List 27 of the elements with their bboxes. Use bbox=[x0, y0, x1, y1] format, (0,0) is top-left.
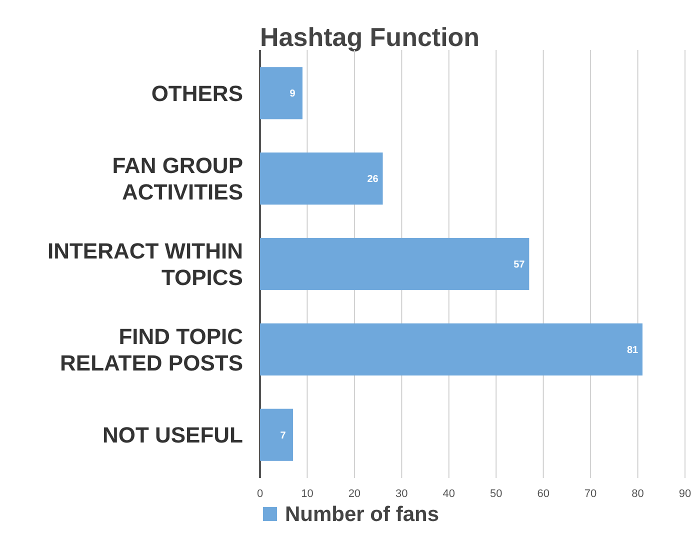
y-tick-label: NOT USEFUL bbox=[102, 422, 243, 448]
bar bbox=[260, 152, 383, 205]
bar bbox=[260, 323, 642, 376]
legend-label: Number of fans bbox=[285, 503, 440, 526]
bar bbox=[260, 408, 294, 461]
x-tick-label: 20 bbox=[348, 488, 361, 500]
data-label: 26 bbox=[367, 174, 379, 186]
x-tick-label: 50 bbox=[490, 488, 502, 500]
data-label: 57 bbox=[514, 260, 526, 270]
x-tick-label: 30 bbox=[396, 488, 408, 500]
x-tick-label: 40 bbox=[442, 488, 456, 500]
data-label: 9 bbox=[290, 88, 296, 100]
bar bbox=[260, 238, 530, 290]
x-tick-label: 0 bbox=[256, 488, 264, 500]
x-tick-label: 10 bbox=[301, 488, 314, 500]
x-tick-label: 60 bbox=[537, 488, 550, 500]
x-tick-label: 70 bbox=[584, 488, 597, 500]
x-tick-label: 80 bbox=[632, 488, 644, 500]
bar bbox=[260, 67, 302, 120]
chart-title: Hashtag Function bbox=[260, 22, 480, 52]
y-tick-label: FAN GROUP ACTIVITIES bbox=[112, 153, 243, 204]
data-label: 7 bbox=[280, 430, 286, 442]
x-tick-label: 90 bbox=[678, 488, 692, 500]
y-tick-label: OTHERS bbox=[151, 80, 243, 106]
y-tick-label: INTERACT WITHIN TOPICS bbox=[47, 238, 243, 290]
data-label: 81 bbox=[626, 344, 638, 356]
y-tick-label: FIND TOPIC RELATED POSTS bbox=[60, 324, 244, 376]
